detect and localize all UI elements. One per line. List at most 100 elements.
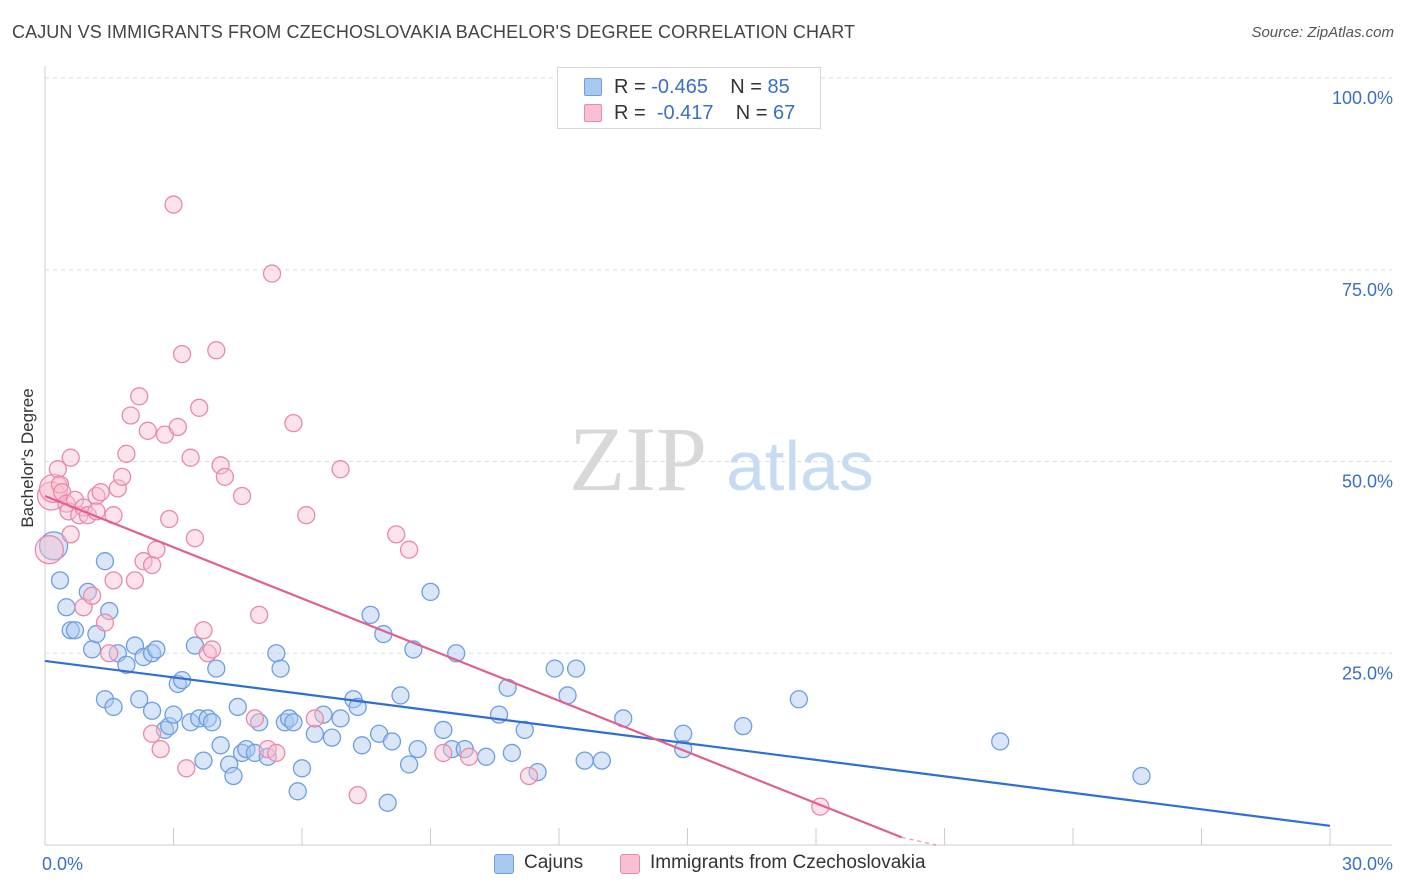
cajuns-point [211, 736, 230, 755]
cajuns-point [288, 782, 307, 801]
cajuns-point [545, 659, 564, 678]
czechoslovakia-point [117, 444, 136, 463]
cajuns-point [224, 766, 243, 786]
trend-lines [44, 494, 1331, 846]
series-czechoslovakia-points [34, 195, 830, 816]
czechoslovakia-point [245, 709, 265, 728]
czechoslovakia-point [331, 460, 350, 479]
legend-n-label: N = [730, 76, 762, 98]
czechoslovakia-point [267, 743, 286, 763]
legend-r-label: R = [614, 102, 646, 124]
legend-swatch-cajuns [494, 854, 514, 874]
czechoslovakia-point [284, 413, 303, 433]
cajuns-point [305, 724, 325, 743]
cajuns-point [104, 697, 123, 717]
cajuns-point [61, 621, 80, 640]
cajuns-point [100, 601, 119, 621]
czechoslovakia-point [519, 766, 539, 786]
cajuns-point [164, 705, 183, 724]
cajuns-point [284, 713, 303, 732]
czechoslovakia-point [142, 555, 162, 575]
cajuns-point [271, 659, 290, 678]
czechoslovakia-point [138, 421, 157, 440]
czechoslovakia-point [142, 724, 162, 743]
cajuns-point [361, 605, 380, 625]
cajuns-point [734, 716, 753, 736]
x-tick-label: 30.0% [1342, 854, 1393, 874]
czechoslovakia-point [434, 743, 453, 763]
watermark: ZIP atlas [569, 408, 874, 510]
cajuns-point [38, 531, 69, 561]
czechoslovakia-point [104, 571, 123, 590]
czechoslovakia-point [399, 540, 419, 559]
tick-labels: 25.0% 50.0% 75.0% 100.0% 0.0% 30.0% [42, 88, 1393, 874]
czechoslovakia-point [262, 264, 282, 283]
czechoslovakia-point [181, 448, 200, 467]
y-tick-label: 50.0% [1342, 472, 1393, 492]
legend-swatch-cajuns [584, 78, 602, 96]
legend-n-label: N = [735, 102, 768, 124]
x-tick-label: 0.0% [42, 854, 83, 874]
cajuns-point [477, 747, 496, 766]
czechoslovakia-point [108, 479, 127, 498]
y-tick-label: 75.0% [1342, 280, 1393, 300]
axes [44, 66, 1392, 846]
cajuns-point [399, 755, 419, 774]
cajuns-point [575, 751, 594, 770]
legend-swatch-czechoslovakia [620, 854, 640, 874]
cajuns-trend-line [44, 659, 1331, 827]
czechoslovakia-point [211, 456, 230, 475]
cajuns-point [50, 571, 70, 590]
cajuns-point [352, 736, 372, 755]
czechoslovakia-point [258, 739, 277, 759]
czechoslovakia-point [177, 759, 196, 778]
czechoslovakia-point [207, 341, 226, 360]
y-tick-label: 25.0% [1342, 663, 1393, 683]
czechoslovakia-point [202, 640, 222, 659]
czechoslovakia-point [130, 387, 149, 406]
watermark-atlas: atlas [726, 427, 874, 505]
cajuns-point [202, 713, 222, 732]
czechoslovakia-point [348, 785, 367, 805]
czechoslovakia-point [112, 467, 132, 486]
cajuns-point [117, 655, 136, 674]
series-legend: Cajuns Immigrants from Czechoslovakia [0, 852, 1406, 878]
legend-label-czechoslovakia: Immigrants from Czechoslovakia [650, 852, 926, 873]
cajuns-point [442, 739, 462, 759]
czechoslovakia-point [250, 605, 269, 625]
cajuns-point [82, 640, 102, 659]
cajuns-point [65, 621, 85, 640]
cajuns-point [528, 762, 547, 782]
czechoslovakia-point [185, 529, 205, 548]
czechoslovakia-point [95, 613, 115, 632]
czechoslovakia-point [168, 417, 187, 437]
czechoslovakia-point [297, 506, 316, 525]
czechoslovakia-point [61, 525, 80, 544]
cajuns-point [378, 793, 397, 812]
cajuns-point [142, 701, 162, 720]
cajuns-point [322, 728, 342, 747]
cajuns-point [566, 659, 586, 678]
cajuns-point [181, 713, 200, 732]
cajuns-point [207, 659, 226, 678]
cajuns-point [674, 724, 693, 743]
cajuns-point [57, 598, 76, 617]
legend-r-value: -0.417 [656, 102, 714, 124]
cajuns-point [160, 716, 179, 736]
czechoslovakia-point [61, 448, 80, 467]
czechoslovakia-point [121, 406, 140, 425]
legend-n-value: 85 [767, 76, 790, 98]
cajuns-point [991, 732, 1010, 751]
czechoslovakia-point [305, 709, 325, 728]
czechoslovakia-point [125, 571, 145, 590]
cajuns-point [292, 759, 312, 778]
czechoslovakia-point [100, 644, 119, 663]
cajuns-point [267, 644, 286, 663]
cajuns-point [502, 743, 522, 763]
series-cajuns-points [38, 531, 1151, 812]
czechoslovakia-trend-extension [901, 836, 937, 846]
czechoslovakia-point [190, 398, 209, 417]
cajuns-point [95, 552, 115, 571]
legend-n-value: 67 [773, 102, 796, 124]
